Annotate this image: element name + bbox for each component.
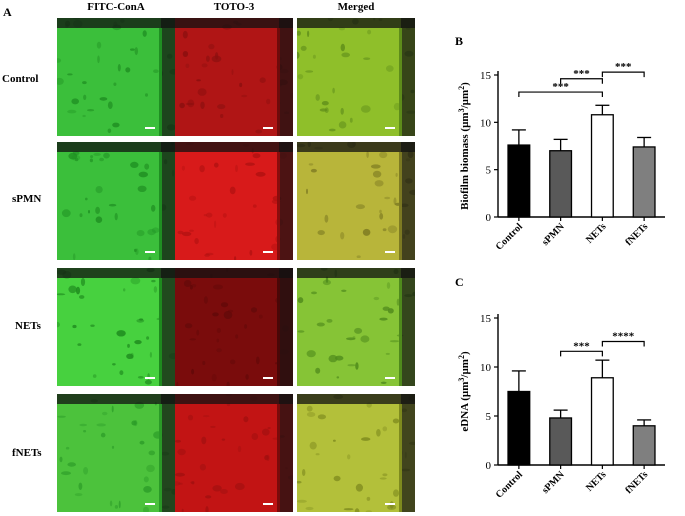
significance-label: *** xyxy=(552,81,569,93)
column-header-fitc-cona: FITC-ConA xyxy=(87,1,145,13)
significance-bracket xyxy=(601,71,645,78)
biofilm-biomass-chart: 0 5 10 15 Biofilm biomass (µm3/µm2) Control sP… xyxy=(457,61,665,253)
column-header-toto-3: TOTO-3 xyxy=(213,1,255,13)
micrograph-tile xyxy=(175,268,293,386)
micrograph-tile xyxy=(57,394,175,512)
y-tick-label: 10 xyxy=(480,117,492,129)
significance-label: *** xyxy=(573,68,590,80)
edna-chart: 0 5 10 15 eDNA (µm3/µm2) Control sPMN NETs fNETs… xyxy=(457,313,665,501)
y-tick-label: 0 xyxy=(486,460,492,472)
significance-label: *** xyxy=(615,61,632,73)
x-tick-label: sPMN xyxy=(540,221,567,248)
row-label-nets: NETs xyxy=(15,320,41,332)
column-header-merged: Merged xyxy=(337,1,375,13)
x-tick-label: sPMN xyxy=(540,469,567,496)
significance-bracket xyxy=(601,340,645,347)
row-label-fnets: fNETs xyxy=(12,447,42,459)
significance-label: *** xyxy=(573,340,590,352)
micrograph-tile xyxy=(57,18,175,136)
panel-a-letter: A xyxy=(3,5,12,19)
x-tick-label: fNETs xyxy=(623,221,650,248)
y-tick-label: 5 xyxy=(486,411,492,423)
micrograph-tile xyxy=(57,268,175,386)
x-tick-label: NETs xyxy=(584,469,608,493)
micrograph-tile xyxy=(297,394,415,512)
bar xyxy=(632,425,656,466)
y-tick-label: 10 xyxy=(480,362,492,374)
micrograph-tile xyxy=(297,268,415,386)
y-axis-label: Biofilm biomass (µm3/µm2) xyxy=(457,82,472,210)
bar xyxy=(507,144,531,218)
panel-c-letter: C xyxy=(455,275,464,289)
row-label-spmn: sPMN xyxy=(12,193,42,205)
bar xyxy=(549,417,573,466)
x-tick-label: Control xyxy=(494,469,525,500)
row-label-control: Control xyxy=(2,73,39,85)
x-tick-label: Control xyxy=(494,221,525,252)
y-tick-label: 15 xyxy=(480,313,492,325)
micrograph-tile xyxy=(297,18,415,136)
micrograph-tile xyxy=(175,142,293,260)
y-tick-label: 15 xyxy=(480,70,492,82)
significance-bracket xyxy=(560,78,603,84)
micrograph-tile xyxy=(175,394,293,512)
bar xyxy=(549,150,573,218)
bar xyxy=(590,377,614,466)
significance-bracket xyxy=(518,91,603,98)
y-tick-label: 0 xyxy=(486,212,492,224)
x-tick-label: fNETs xyxy=(623,469,650,496)
bar xyxy=(632,146,656,218)
micrograph-tile xyxy=(57,142,175,260)
bar xyxy=(507,390,531,466)
panel-b-letter: B xyxy=(455,34,464,48)
y-tick-label: 5 xyxy=(486,165,492,177)
micrograph-tile xyxy=(175,18,293,136)
y-axis-label: eDNA (µm3/µm2) xyxy=(457,351,472,432)
significance-label: **** xyxy=(612,331,635,343)
x-tick-label: NETs xyxy=(584,221,608,245)
micrograph-tile xyxy=(297,142,415,260)
bar xyxy=(590,114,614,218)
significance-bracket xyxy=(560,350,603,357)
